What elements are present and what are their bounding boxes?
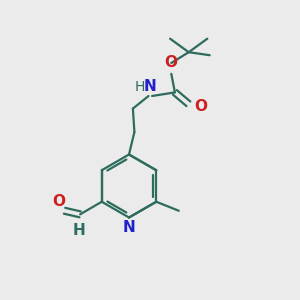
Text: O: O (194, 99, 207, 114)
Text: O: O (52, 194, 66, 209)
Text: H: H (72, 223, 85, 238)
Text: H: H (135, 80, 145, 94)
Text: N: N (144, 79, 156, 94)
Text: O: O (164, 55, 177, 70)
Text: N: N (123, 220, 135, 235)
